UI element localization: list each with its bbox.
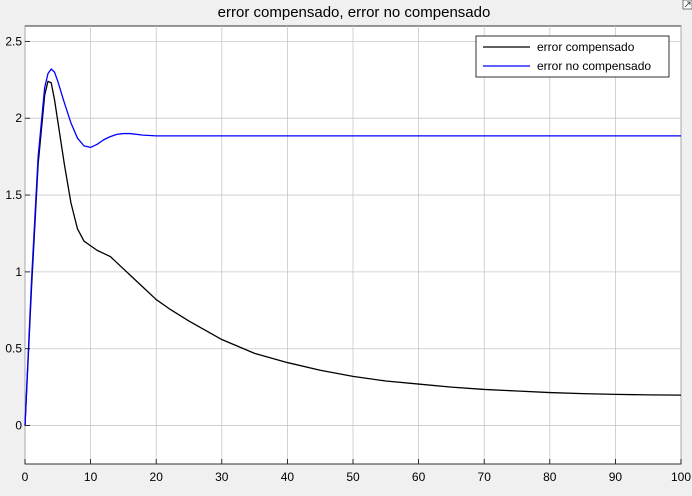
series-line-error-compensado: [24, 80, 682, 426]
x-tick-label: 100: [671, 470, 691, 484]
x-tick-label: 90: [609, 470, 623, 484]
y-tick-label: 2.5: [5, 34, 22, 48]
x-tick-label: 80: [543, 470, 557, 484]
x-tick-label: 20: [150, 470, 164, 484]
x-axis: 0 10 20 30 40 50 60 70 80 90 100: [22, 459, 691, 484]
y-tick-label: 2: [15, 111, 22, 125]
chart-title: error compensado, error no compensado: [218, 4, 491, 21]
series-line-error-no-compensado: [24, 68, 681, 426]
x-tick-label: 10: [84, 470, 98, 484]
y-tick-label: 1.5: [5, 188, 22, 202]
legend-box: [475, 35, 670, 78]
legend: error compensado error no compensado: [475, 35, 670, 78]
x-tick-label: 70: [478, 470, 492, 484]
x-tick-label: 0: [22, 470, 29, 484]
y-tick-label: 1: [15, 265, 22, 279]
y-tick-label: 0: [15, 419, 22, 433]
grid: [24, 26, 682, 464]
x-tick-label: 40: [281, 470, 295, 484]
x-tick-label: 50: [346, 470, 360, 484]
resize-corner-icon[interactable]: [682, 0, 692, 10]
y-tick-label: 0.5: [5, 342, 22, 356]
y-axis: 0 0.5 1 1.5 2 2.5: [5, 34, 30, 433]
x-tick-label: 60: [412, 470, 426, 484]
legend-label-error-compensado: error compensado: [537, 40, 635, 54]
legend-label-error-no-compensado: error no compensado: [537, 59, 651, 73]
series-group: [24, 68, 682, 426]
x-tick-label: 30: [215, 470, 229, 484]
